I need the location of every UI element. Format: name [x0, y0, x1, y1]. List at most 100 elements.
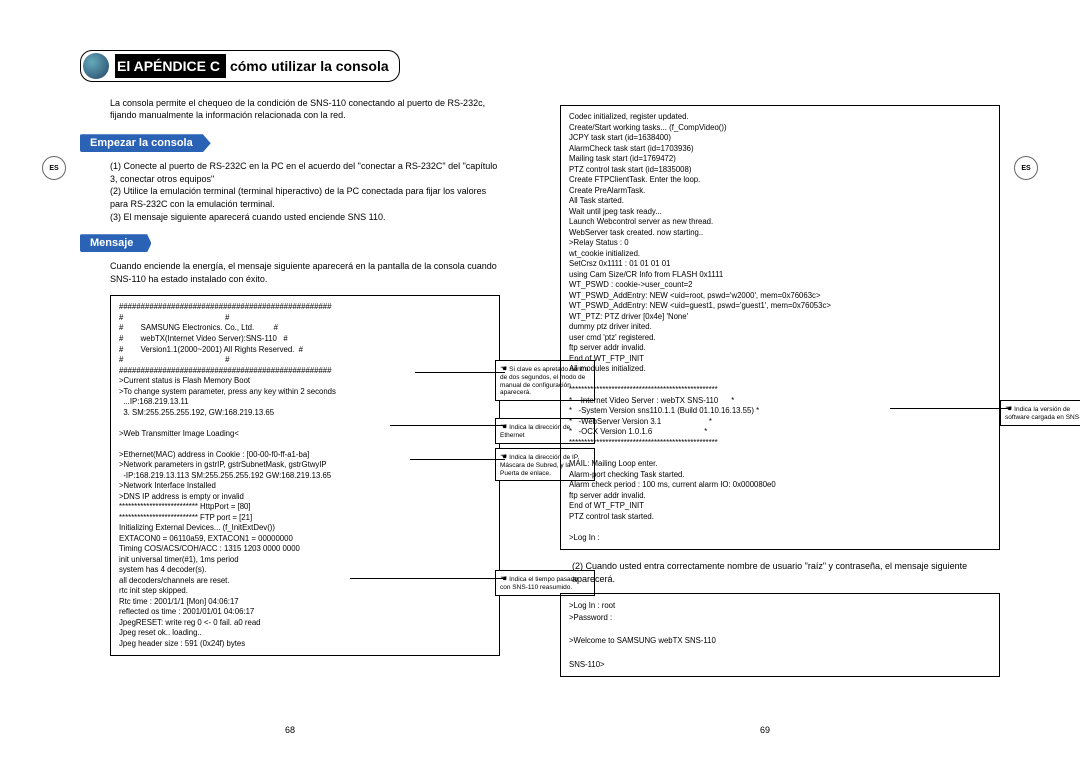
console-line: WT_PSWD_AddEntry: NEW <uid=root, pswd='w… [569, 291, 991, 302]
console-line: Initializing External Devices... (f_Init… [119, 523, 491, 534]
console-line: system has 4 decoder(s). [119, 565, 491, 576]
console-line [569, 375, 991, 386]
annotation-version: ☚Indica la versión de software cargada e… [1000, 400, 1080, 426]
console-line: >Network parameters in gstrIP, gstrSubne… [119, 460, 491, 471]
login-line [569, 624, 991, 636]
console-line: MAIL: Mailing Loop enter. [569, 459, 991, 470]
console-line: ########################################… [119, 366, 491, 377]
annot-line-3 [410, 459, 505, 460]
console-line: # webTX(Internet Video Server):SNS-110 # [119, 334, 491, 345]
console-line: End of WT_FTP_INIT [569, 501, 991, 512]
console-line: # SAMSUNG Electronics. Co., Ltd. # [119, 323, 491, 334]
annot-line-1 [415, 372, 505, 373]
console-line: Timing COS/ACS/COH/ACC : 1315 1203 0000 … [119, 544, 491, 555]
console-line: ************************** HttpPort = [8… [119, 502, 491, 513]
annot-line-4 [350, 578, 505, 579]
annot-line-2 [390, 425, 505, 426]
console-line: -IP:168.219.13.113 SM:255.255.255.192 GW… [119, 471, 491, 482]
console-line: >Current status is Flash Memory Boot [119, 376, 491, 387]
console-line: Create PreAlarmTask. [569, 186, 991, 197]
intro-text: La consola permite el chequeo de la cond… [110, 97, 500, 121]
login-output-box: >Log In : root>Password : >Welcome to SA… [560, 593, 1000, 677]
login-line: SNS-110> [569, 659, 991, 671]
console-line: ************************** FTP port = [2… [119, 513, 491, 524]
console-line: >Network Interface Installed [119, 481, 491, 492]
step-3: (3) El mensaje siguiente aparecerá cuand… [110, 211, 500, 224]
console-line: ...IP:168.219.13.11 [119, 397, 491, 408]
console-line [569, 449, 991, 460]
console-line: All Task started. [569, 196, 991, 207]
appendix-title: El APÉNDICE C cómo utilizar la consola [80, 50, 400, 82]
console-line: AlarmCheck task start (id=1703936) [569, 144, 991, 155]
console-line: PTZ control task started. [569, 512, 991, 523]
console-line: ****************************************… [569, 438, 991, 449]
console-line: Mailing task start (id=1769472) [569, 154, 991, 165]
start-steps: (1) Conecte al puerto de RS-232C en la P… [110, 160, 500, 223]
console-line: Wait until jpeg task ready... [569, 207, 991, 218]
page-69: Codec initialized, register updated.Crea… [540, 0, 1080, 763]
console-line: * -WebServer Version 3.1 * [569, 417, 991, 428]
console-line [119, 418, 491, 429]
console-line: EXTACON0 = 06110a59, EXTACON1 = 00000000 [119, 534, 491, 545]
console-line: All modules initialized. [569, 364, 991, 375]
console-line: WT_PSWD : cookie->user_count=2 [569, 280, 991, 291]
console-line: JpegRESET: write reg 0 <- 0 fail. a0 rea… [119, 618, 491, 629]
console-line: dummy ptz driver inited. [569, 322, 991, 333]
section-message: Mensaje [80, 234, 151, 252]
console-line: ****************************************… [569, 385, 991, 396]
console-line: WT_PSWD_AddEntry: NEW <uid=guest1, pswd=… [569, 301, 991, 312]
console-line: WebServer task created. now starting.. [569, 228, 991, 239]
console-line: Jpeg reset ok.. loading.. [119, 628, 491, 639]
console-line: # Version1.1(2000~2001) All Rights Reser… [119, 345, 491, 356]
step-1: (1) Conecte al puerto de RS-232C en la P… [110, 160, 500, 185]
console-line: init universal timer(#1), 1ms period [119, 555, 491, 566]
console-line: JCPY task start (id=1638400) [569, 133, 991, 144]
console-output-right: Codec initialized, register updated.Crea… [560, 105, 1000, 550]
login-line: >Log In : root [569, 600, 991, 612]
console-line: Alarm check period : 100 ms, current ala… [569, 480, 991, 491]
console-line: user cmd 'ptz' registered. [569, 333, 991, 344]
console-line: WT_PTZ: PTZ driver [0x4e] 'None' [569, 312, 991, 323]
step-2: (2) Utilice la emulación terminal (termi… [110, 185, 500, 210]
message-intro: Cuando enciende la energía, el mensaje s… [110, 260, 500, 285]
console-line: >Web Transmitter Image Loading< [119, 429, 491, 440]
console-line: Jpeg header size : 591 (0x24f) bytes [119, 639, 491, 650]
console-line: Launch Webcontrol server as new thread. [569, 217, 991, 228]
console-line: Create/Start working tasks... (f_CompVid… [569, 123, 991, 134]
console-line: reflected os time : 2001/01/01 04:06:17 [119, 607, 491, 618]
console-line: rtc init step skipped. [119, 586, 491, 597]
console-line: Codec initialized, register updated. [569, 112, 991, 123]
console-line: PTZ control task start (id=1835008) [569, 165, 991, 176]
appendix-dark-label: El APÉNDICE C [115, 54, 226, 78]
console-line: >To change system parameter, press any k… [119, 387, 491, 398]
console-line: >Relay Status : 0 [569, 238, 991, 249]
console-line: # # [119, 313, 491, 324]
page-68: El APÉNDICE C cómo utilizar la consola L… [0, 0, 540, 763]
console-line: 3. SM:255.255.255.192, GW:168.219.13.65 [119, 408, 491, 419]
appendix-light-label: cómo utilizar la consola [226, 54, 399, 78]
console-line: Create FTPClientTask. Enter the loop. [569, 175, 991, 186]
console-line: Rtc time : 2001/1/1 [Mon] 04:06:17 [119, 597, 491, 608]
console-line: using Cam Size/CR Info from FLASH 0x1111 [569, 270, 991, 281]
console-line: * -OCX Version 1.0.1.6 * [569, 427, 991, 438]
login-instruction: (2) Cuando usted entra correctamente nom… [572, 560, 1000, 585]
console-output-left: ########################################… [110, 295, 500, 656]
console-line: >DNS IP address is empty or invalid [119, 492, 491, 503]
page-number-left: 68 [285, 725, 295, 735]
console-line: End of WT_FTP_INIT [569, 354, 991, 365]
console-line: # # [119, 355, 491, 366]
console-line [119, 439, 491, 450]
section-start-console: Empezar la consola [80, 134, 211, 152]
console-line: >Log In : [569, 533, 991, 544]
annotation-version-text: Indica la versión de software cargada en… [1005, 406, 1080, 421]
globe-icon [83, 53, 109, 79]
console-line: wt_cookie initialized. [569, 249, 991, 260]
console-line: Alarm-port checking Task started. [569, 470, 991, 481]
page-number-right: 69 [760, 725, 770, 735]
login-line [569, 647, 991, 659]
console-line: ########################################… [119, 302, 491, 313]
console-line: * Internet Video Server : webTX SNS-110 … [569, 396, 991, 407]
console-line [569, 522, 991, 533]
annot-line-right [890, 408, 1010, 409]
console-line: ftp server addr invalid. [569, 491, 991, 502]
